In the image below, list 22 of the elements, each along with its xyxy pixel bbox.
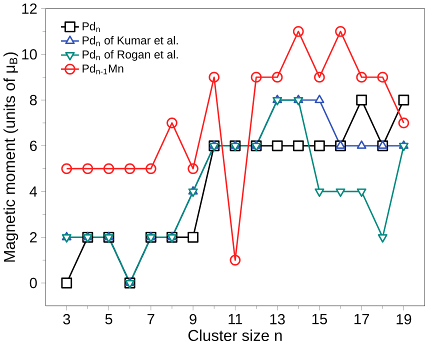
x-tick-label: 9 [190,314,196,325]
x-tick-label: 11 [228,314,242,324]
x-tick-label: 15 [312,314,327,324]
y-tick-label: 2 [30,232,37,243]
y-axis-title: Magnetic moment (units of μ$_{B}$) [3,52,18,262]
x-tick-label: 13 [270,314,285,325]
x-tick-label: 17 [354,314,369,324]
y-tick-label: 12 [22,4,37,14]
y-tick-label: 4 [30,186,37,197]
legend-label: Pd$_{n}$ [82,22,100,32]
x-tick-label: 3 [63,314,70,325]
y-tick-label: 0 [30,278,37,288]
x-axis-title: Cluster size n [188,330,282,342]
legend-label: Pd$_{n-1}$Mn [82,64,124,74]
x-tick-label: 19 [396,314,412,325]
y-tick-label: 8 [30,95,37,106]
x-tick-label: 7 [148,314,154,324]
y-tick-label: 6 [30,140,37,152]
legend-label: Pd$_{n}$ of Kumar et al. [82,36,178,46]
x-tick-label: 5 [105,314,112,324]
legend-label: Pd$_{n}$ of Rogan et al. [82,50,178,62]
y-tick-label: 10 [22,49,37,60]
